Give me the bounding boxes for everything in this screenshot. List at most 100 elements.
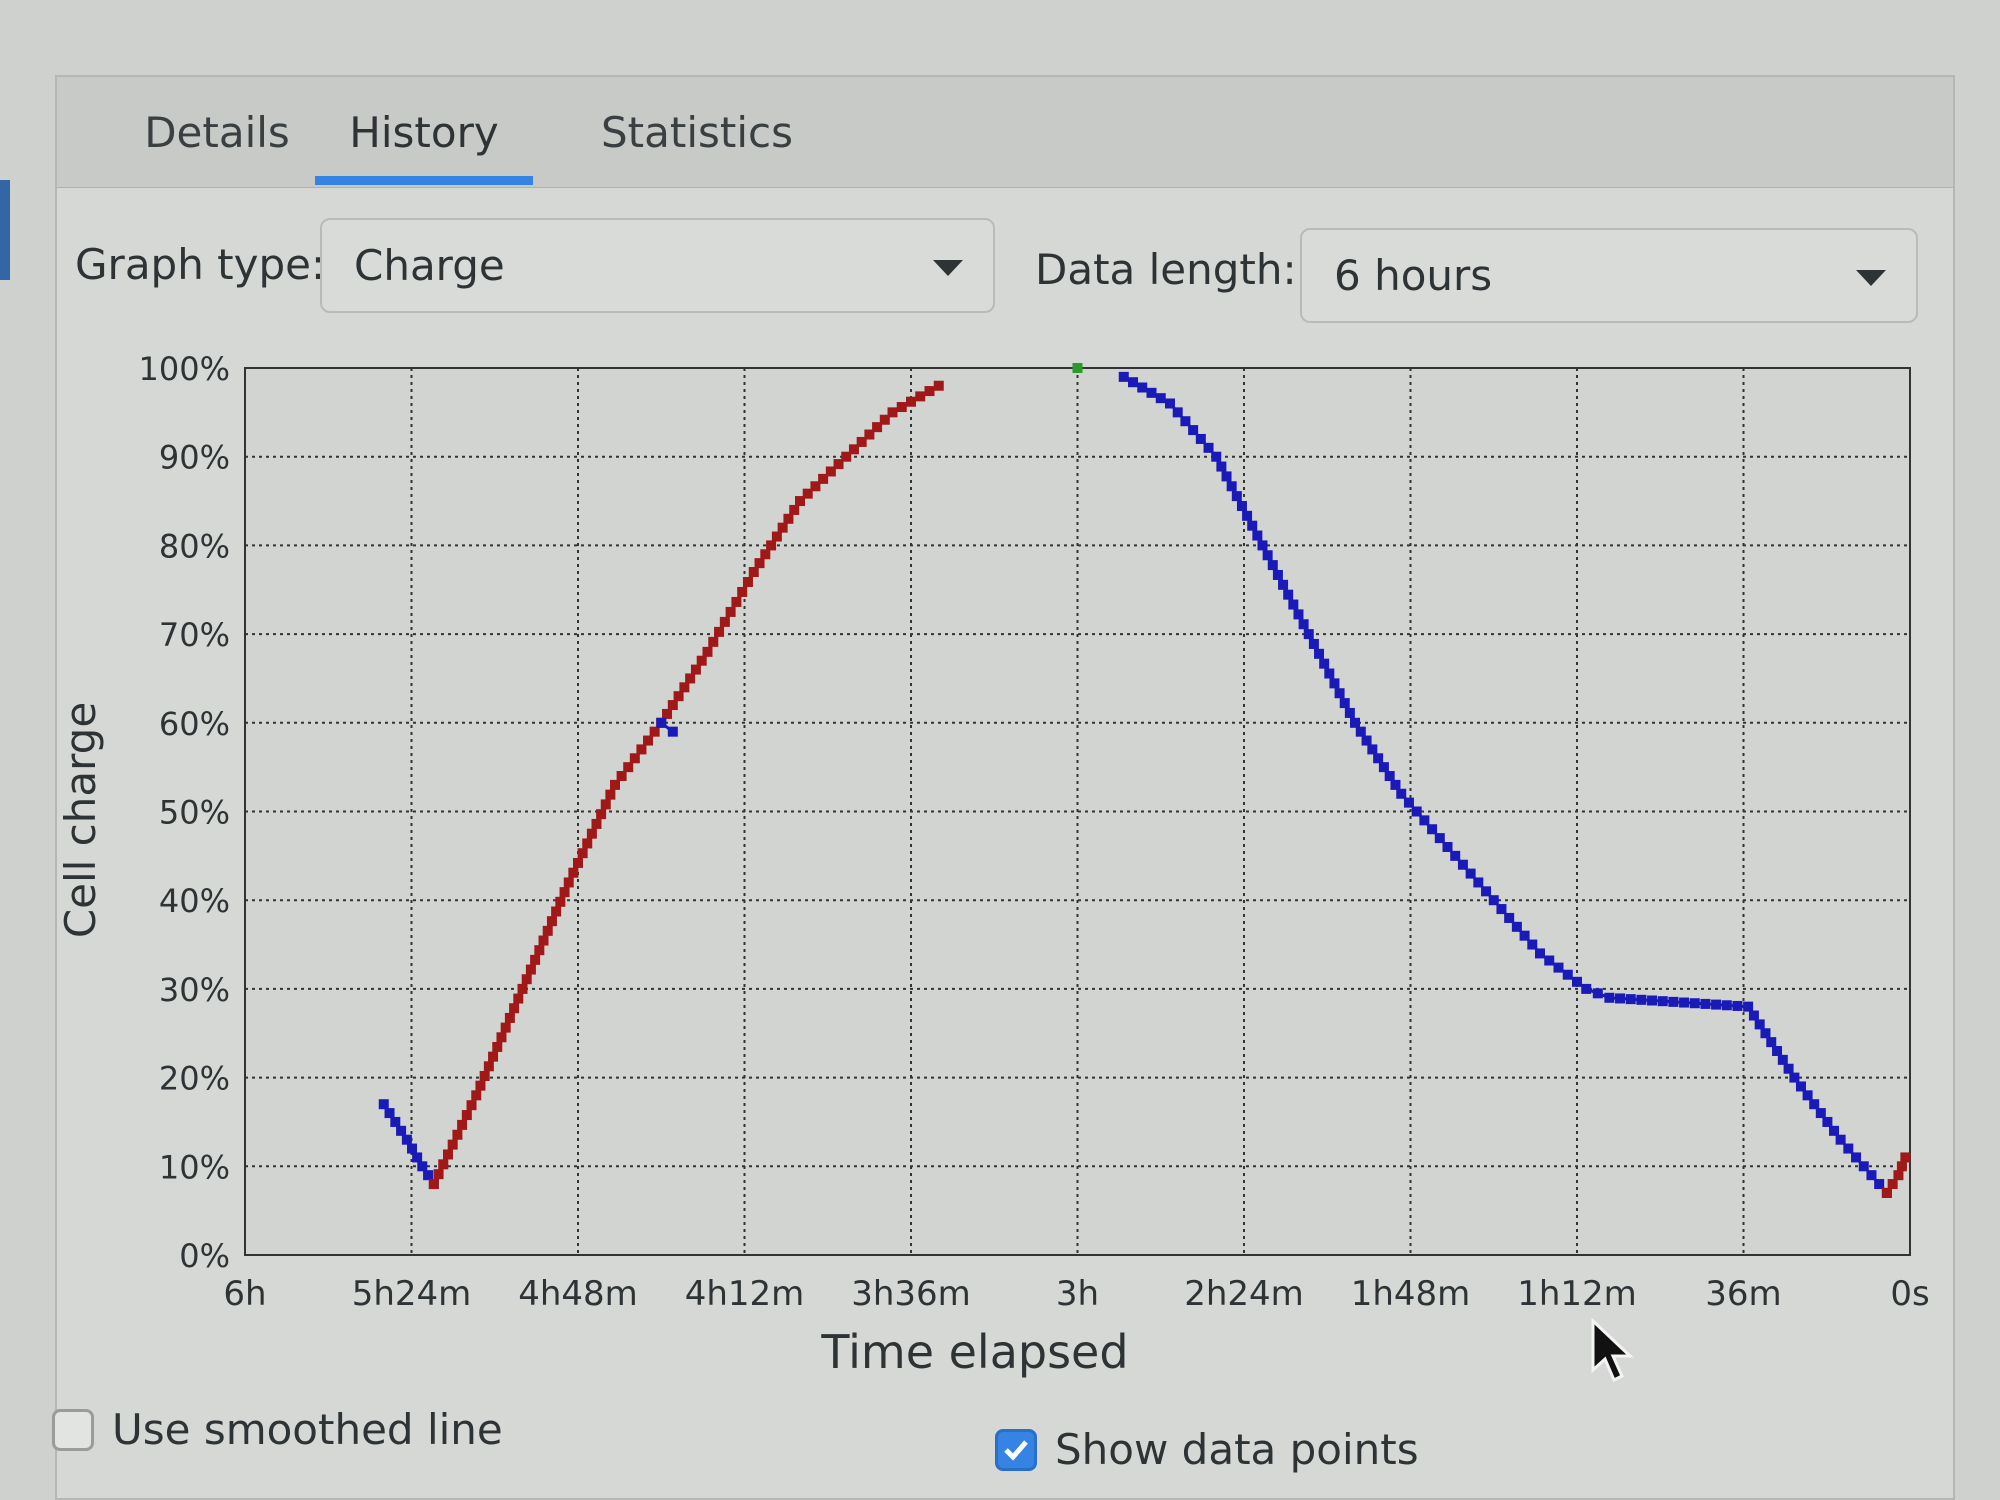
data-point [466,1100,477,1111]
data-point [649,726,660,737]
chevron-down-icon [933,259,963,276]
data-point [1802,1090,1813,1101]
x-tick-label: 6h [223,1274,266,1314]
data-length-dropdown[interactable]: 6 hours [1300,228,1918,323]
data-point [452,1129,463,1140]
data-point [423,1170,434,1181]
x-tick-label: 1h48m [1351,1274,1471,1314]
data-point [1829,1125,1840,1136]
data-point [679,682,690,693]
series-full [1072,363,1083,373]
data-point [1815,1108,1826,1119]
data-point [378,1099,389,1110]
chevron-down-icon [1856,269,1886,286]
data-point [1283,589,1294,600]
data-point [714,626,725,637]
data-point [509,1003,520,1014]
x-tick-label: 4h12m [685,1274,805,1314]
data-point [696,655,707,666]
data-point [1146,387,1157,398]
data-point [1772,1045,1783,1056]
data-point [1748,1010,1759,1021]
data-point [702,646,713,657]
smoothed-line-option[interactable]: Use smoothed line [52,1405,503,1454]
data-point [915,391,926,402]
data-point [471,1090,482,1101]
data-point [887,407,898,418]
data-point [591,818,602,829]
data-point [1743,1001,1754,1012]
data-point [1262,550,1273,561]
data-point [530,954,541,965]
data-point [1896,1161,1907,1172]
data-point [1247,520,1258,531]
smoothed-line-checkbox[interactable] [52,1408,94,1451]
data-point [1553,962,1564,973]
data-point [1789,1072,1800,1083]
data-point [1293,609,1304,620]
data-point [1481,886,1492,897]
data-point [1278,579,1289,590]
data-point [742,576,753,587]
data-point [577,848,588,859]
data-point [690,664,701,675]
data-point [760,549,771,560]
data-point [1226,481,1237,492]
data-point [600,799,611,810]
data-point [568,867,579,878]
data-point [1188,425,1199,436]
graph-type-dropdown[interactable]: Charge [320,218,995,313]
data-point [1344,707,1355,718]
tab-details[interactable]: Details [144,107,290,157]
data-point [656,717,667,728]
tab-statistics[interactable]: Statistics [601,107,793,157]
data-point [731,596,742,607]
data-point [1442,841,1453,852]
data-point [1604,992,1615,1003]
data-point [525,964,536,975]
data-point [1866,1170,1877,1181]
data-point [1822,1116,1833,1127]
data-length-value: 6 hours [1334,251,1493,300]
data-point [1657,996,1668,1007]
data-point [1668,996,1679,1007]
data-point [1721,1000,1732,1011]
data-point [1760,1028,1771,1039]
data-point [504,1012,515,1023]
data-point [596,809,607,820]
y-tick-label: 30% [159,971,230,1009]
series-discharging [1118,371,1892,1198]
data-point [461,1110,472,1121]
x-tick-label: 36m [1705,1274,1781,1314]
data-point [783,513,794,524]
data-point [1411,806,1422,817]
data-point [1527,939,1538,950]
data-points-checkbox[interactable] [995,1428,1037,1471]
data-point [719,616,730,627]
data-point [1473,877,1484,888]
data-point [1851,1152,1862,1163]
data-point [1887,1179,1898,1190]
x-tick-label: 3h [1056,1274,1099,1314]
data-point [447,1139,458,1150]
data-point [1519,930,1530,941]
data-point [1511,921,1522,932]
data-point [1288,599,1299,610]
data-point [825,466,836,477]
tab-history[interactable]: History [315,77,533,187]
data-points-label: Show data points [1055,1425,1419,1474]
x-tick-label: 4h48m [518,1274,638,1314]
data-point [667,700,678,711]
data-points-option[interactable]: Show data points [995,1425,1419,1474]
data-point [1267,560,1278,571]
data-point [1858,1161,1869,1172]
data-point [795,496,805,507]
data-point [643,735,654,746]
data-point [1334,688,1345,699]
data-point [1427,824,1438,835]
data-point [551,906,562,917]
data-point [1324,668,1335,679]
y-tick-label: 60% [159,705,230,743]
data-point [1900,1152,1911,1163]
y-tick-label: 20% [159,1060,230,1098]
